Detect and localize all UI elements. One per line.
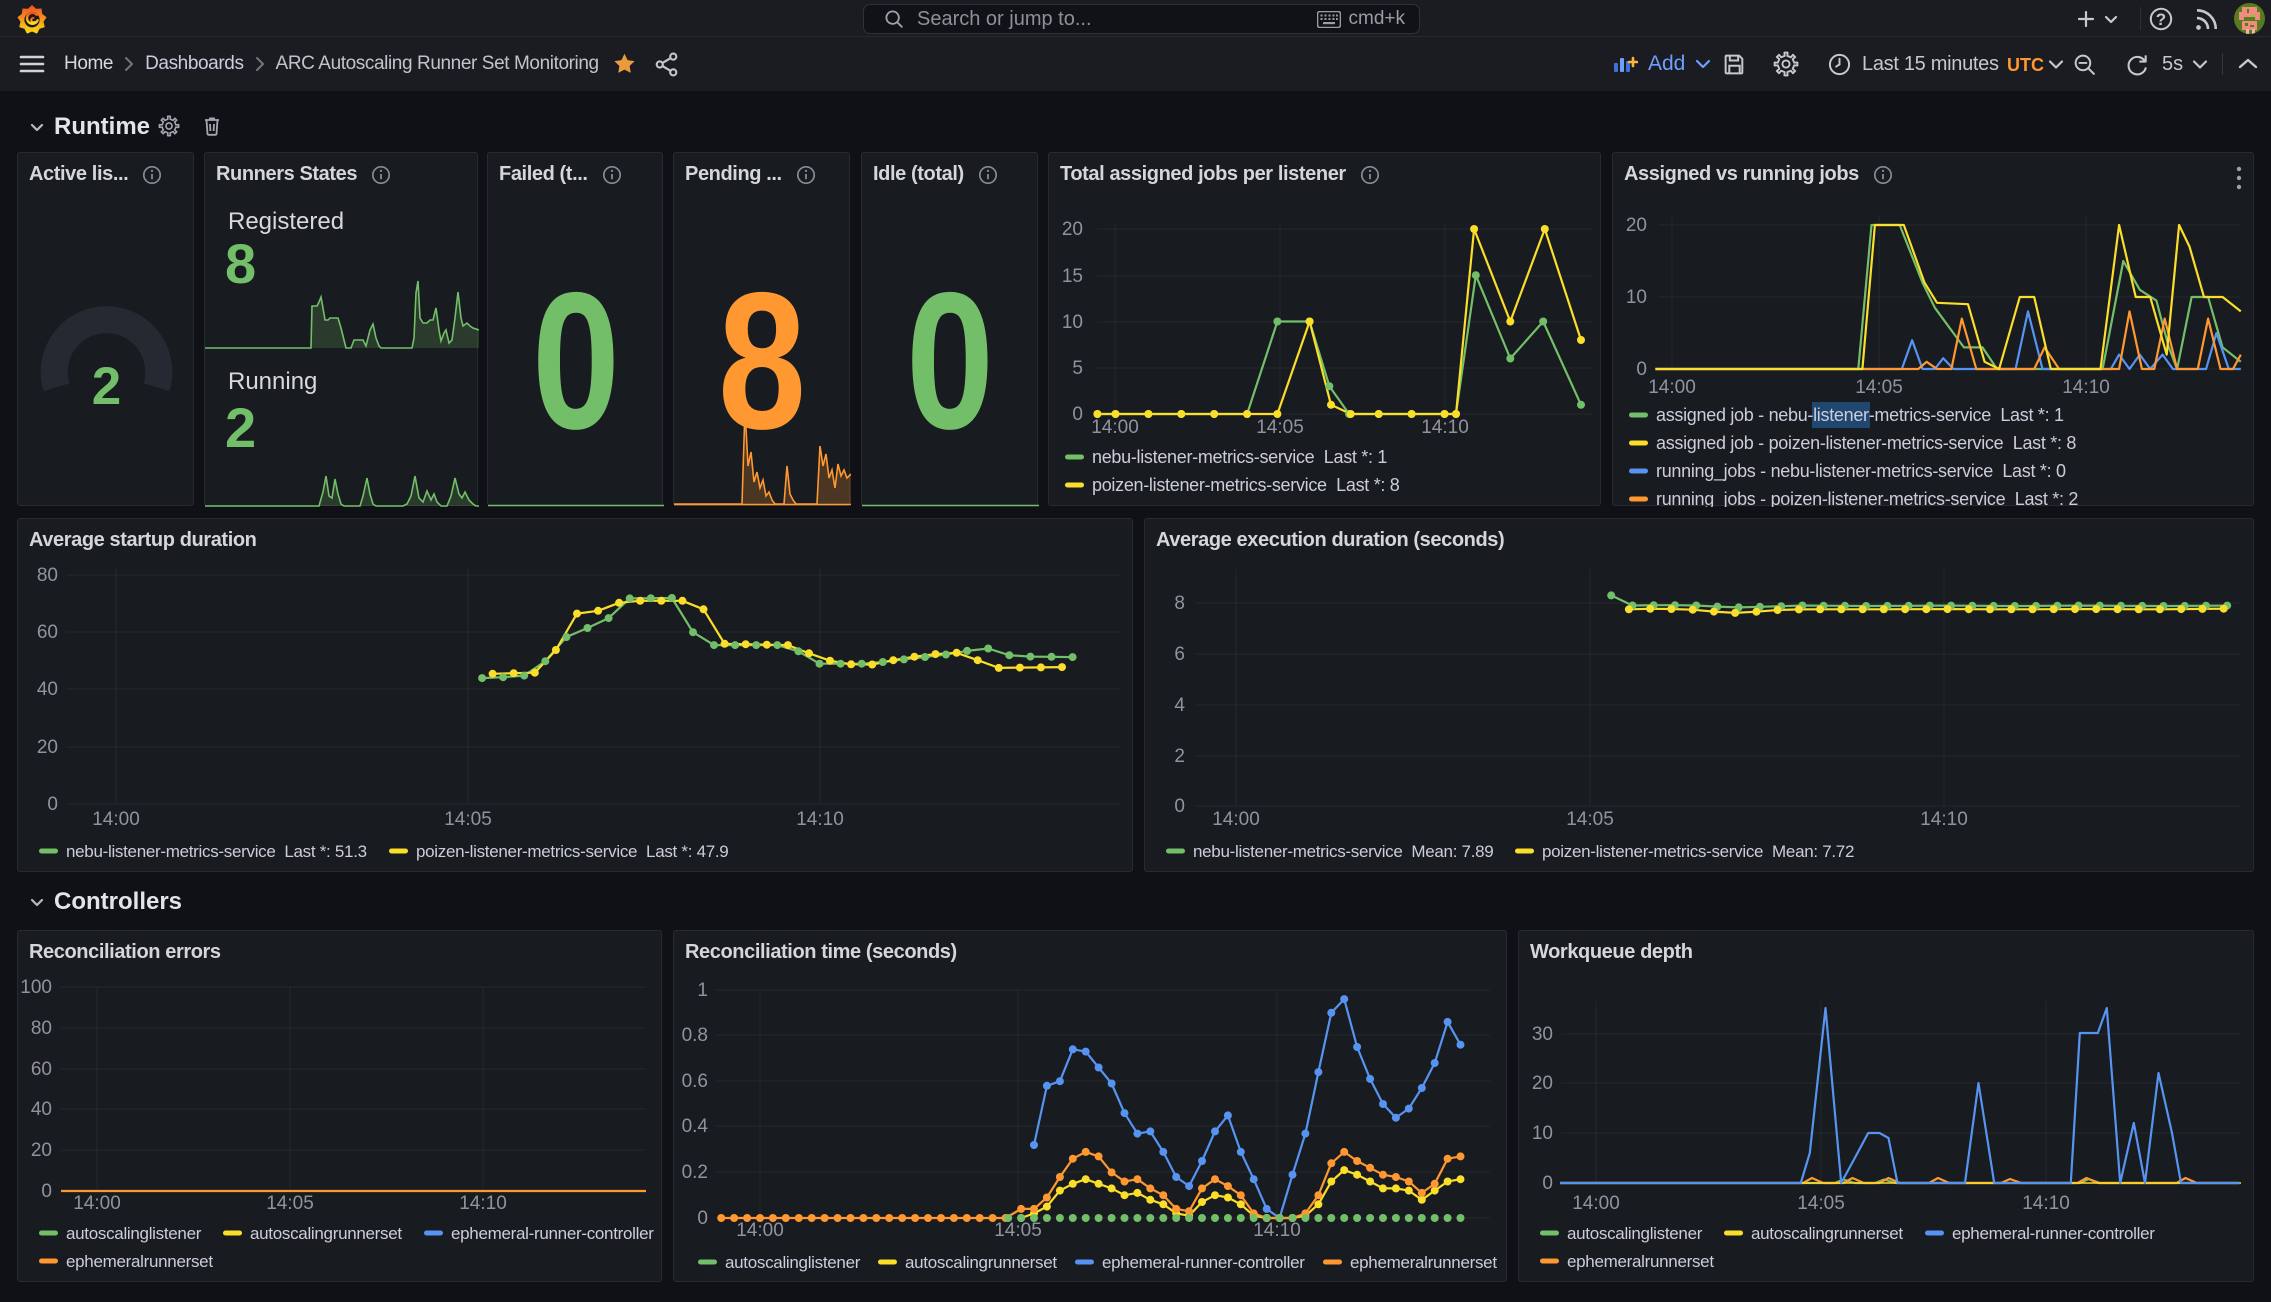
svg-text:14:00: 14:00	[73, 1193, 121, 1214]
svg-text:14:00: 14:00	[92, 809, 140, 830]
svg-text:15: 15	[1062, 266, 1083, 287]
svg-text:2: 2	[225, 396, 256, 459]
svg-text:2: 2	[1174, 746, 1185, 767]
svg-text:14:10: 14:10	[2062, 377, 2110, 398]
svg-text:14:00: 14:00	[736, 1220, 784, 1241]
svg-text:14:10: 14:10	[796, 809, 844, 830]
svg-text:poizen-listener-metrics-servic: poizen-listener-metrics-service Last *: …	[1092, 475, 1400, 495]
svg-text:60: 60	[37, 622, 58, 643]
svg-text:8: 8	[718, 252, 806, 470]
svg-text:0: 0	[1072, 404, 1083, 425]
svg-text:?: ?	[2156, 10, 2166, 29]
svg-text:5: 5	[1072, 358, 1083, 379]
svg-text:0.8: 0.8	[682, 1025, 708, 1046]
svg-text:ephemeralrunnerset: ephemeralrunnerset	[66, 1252, 213, 1271]
svg-text:Registered: Registered	[228, 208, 344, 235]
svg-text:14:05: 14:05	[266, 1193, 314, 1214]
svg-text:autoscalinglistener: autoscalinglistener	[1567, 1224, 1703, 1243]
svg-text:8: 8	[1174, 593, 1185, 614]
svg-text:poizen-listener-metrics-servic: poizen-listener-metrics-service Last *: …	[416, 842, 728, 861]
svg-text:0.6: 0.6	[682, 1071, 708, 1092]
svg-text:14:05: 14:05	[1797, 1193, 1845, 1214]
svg-text:30: 30	[1532, 1024, 1553, 1045]
svg-text:autoscalingrunnerset: autoscalingrunnerset	[250, 1224, 402, 1243]
svg-text:6: 6	[1174, 644, 1185, 665]
svg-text:14:10: 14:10	[1920, 809, 1968, 830]
svg-text:14:10: 14:10	[2022, 1193, 2070, 1214]
svg-text:14:00: 14:00	[1572, 1193, 1620, 1214]
svg-text:80: 80	[37, 565, 58, 586]
svg-text:0.4: 0.4	[682, 1116, 709, 1137]
svg-text:running_jobs - nebu-listener-m: running_jobs - nebu-listener-metrics-ser…	[1656, 461, 2066, 482]
svg-text:14:05: 14:05	[444, 809, 492, 830]
svg-text:0: 0	[47, 794, 58, 815]
svg-text:80: 80	[31, 1018, 52, 1039]
svg-text:60: 60	[31, 1059, 52, 1080]
svg-text:40: 40	[31, 1099, 52, 1120]
svg-text:14:00: 14:00	[1648, 377, 1696, 398]
svg-text:8: 8	[225, 232, 256, 295]
svg-text:20: 20	[31, 1140, 52, 1161]
svg-text:40: 40	[37, 679, 58, 700]
svg-text:0: 0	[1174, 796, 1185, 817]
svg-text:nebu-listener-metrics-service: nebu-listener-metrics-service Mean: 7.89	[1193, 842, 1493, 861]
svg-text:ephemeralrunnerset: ephemeralrunnerset	[1567, 1252, 1714, 1271]
svg-text:14:00: 14:00	[1091, 417, 1139, 438]
svg-text:20: 20	[1532, 1073, 1553, 1094]
svg-text:assigned job - nebu-listener-m: assigned job - nebu-listener-metrics-ser…	[1656, 405, 2064, 425]
svg-text:10: 10	[1626, 287, 1647, 308]
svg-text:0: 0	[697, 1208, 708, 1229]
svg-text:100: 100	[20, 977, 52, 998]
svg-text:0.2: 0.2	[682, 1162, 708, 1183]
svg-text:running_jobs - poizen-listener: running_jobs - poizen-listener-metrics-s…	[1656, 489, 2078, 507]
svg-text:Running: Running	[228, 368, 317, 395]
svg-text:0: 0	[906, 252, 994, 470]
svg-text:0: 0	[41, 1181, 52, 1202]
svg-text:10: 10	[1532, 1123, 1553, 1144]
svg-text:4: 4	[1174, 695, 1185, 716]
svg-text:14:05: 14:05	[1566, 809, 1614, 830]
svg-text:14:10: 14:10	[1253, 1220, 1301, 1241]
svg-text:14:00: 14:00	[1212, 809, 1260, 830]
svg-text:14:10: 14:10	[459, 1193, 507, 1214]
svg-text:nebu-listener-metrics-service: nebu-listener-metrics-service Last *: 51…	[66, 842, 367, 861]
svg-text:14:05: 14:05	[994, 1220, 1042, 1241]
svg-text:poizen-listener-metrics-servic: poizen-listener-metrics-service Mean: 7.…	[1542, 842, 1854, 861]
svg-text:0: 0	[1636, 359, 1647, 380]
svg-text:autoscalingrunnerset: autoscalingrunnerset	[905, 1253, 1057, 1272]
svg-text:2: 2	[92, 357, 121, 416]
svg-text:autoscalinglistener: autoscalinglistener	[725, 1253, 861, 1272]
svg-text:14:10: 14:10	[1421, 417, 1469, 438]
svg-text:20: 20	[1062, 219, 1083, 240]
svg-text:nebu-listener-metrics-service: nebu-listener-metrics-service Last *: 1	[1092, 447, 1387, 467]
svg-text:0: 0	[1542, 1173, 1553, 1194]
svg-text:20: 20	[37, 737, 58, 758]
svg-text:ephemeral-runner-controller: ephemeral-runner-controller	[451, 1224, 654, 1243]
svg-text:ephemeral-runner-controller: ephemeral-runner-controller	[1952, 1224, 2155, 1243]
svg-text:14:05: 14:05	[1855, 377, 1903, 398]
svg-text:autoscalinglistener: autoscalinglistener	[66, 1224, 202, 1243]
svg-text:ephemeral-runner-controller: ephemeral-runner-controller	[1102, 1253, 1305, 1272]
svg-text:1: 1	[697, 980, 708, 1001]
svg-text:ephemeralrunnerset: ephemeralrunnerset	[1350, 1253, 1497, 1272]
svg-text:assigned job - poizen-listener: assigned job - poizen-listener-metrics-s…	[1656, 433, 2076, 453]
svg-text:14:05: 14:05	[1256, 417, 1304, 438]
svg-text:0: 0	[532, 252, 620, 470]
svg-text:20: 20	[1626, 215, 1647, 236]
svg-text:10: 10	[1062, 312, 1083, 333]
svg-text:autoscalingrunnerset: autoscalingrunnerset	[1751, 1224, 1903, 1243]
